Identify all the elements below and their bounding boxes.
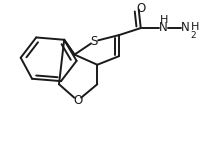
Text: O: O bbox=[73, 94, 82, 107]
Text: N: N bbox=[158, 21, 167, 34]
Text: O: O bbox=[136, 2, 145, 15]
Text: 2: 2 bbox=[190, 31, 195, 40]
Text: N: N bbox=[180, 21, 189, 34]
Text: H: H bbox=[190, 22, 198, 32]
Text: S: S bbox=[90, 35, 97, 48]
Text: H: H bbox=[159, 15, 167, 25]
